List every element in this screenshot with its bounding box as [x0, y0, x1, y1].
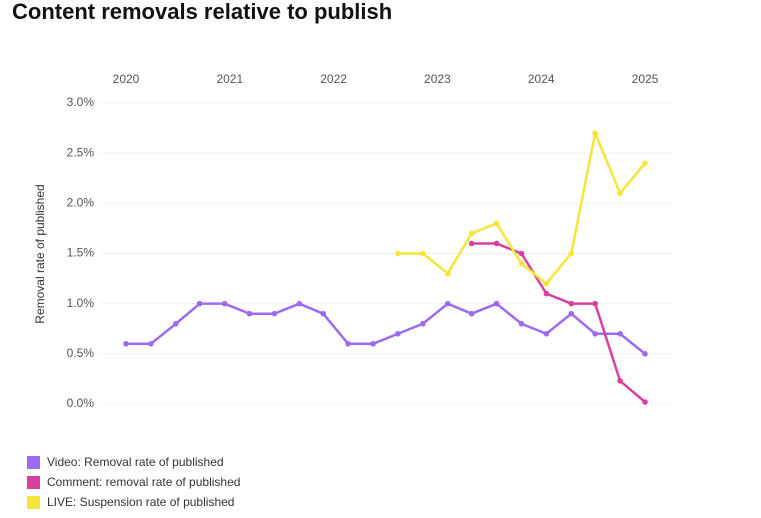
data-point — [617, 330, 623, 337]
data-point — [246, 310, 253, 317]
data-point — [420, 250, 426, 257]
data-point — [395, 330, 401, 337]
data-point — [518, 250, 525, 257]
data-point — [296, 300, 303, 307]
data-point — [518, 260, 525, 267]
data-point — [320, 310, 327, 317]
y-tick-label: 3.0% — [67, 95, 95, 109]
series-line — [126, 302, 646, 355]
data-point — [543, 280, 550, 287]
data-point — [493, 240, 500, 247]
x-tick-label: 2021 — [216, 72, 243, 86]
legend-swatch — [27, 496, 40, 509]
data-point — [370, 341, 376, 347]
x-tick-label: 2020 — [113, 72, 140, 86]
data-point — [468, 240, 475, 247]
data-point — [543, 330, 550, 337]
y-tick-label: 1.0% — [67, 296, 95, 310]
data-point — [196, 300, 203, 307]
data-point — [617, 378, 623, 384]
data-point — [568, 310, 575, 317]
data-point — [518, 320, 525, 327]
chart-title: Content removals relative to publish — [12, 0, 392, 24]
data-point — [420, 320, 426, 327]
data-point — [444, 270, 451, 277]
x-tick-label: 2024 — [528, 72, 555, 86]
data-point — [568, 250, 575, 257]
data-point — [395, 250, 401, 257]
data-point — [642, 351, 648, 357]
y-tick-label: 2.5% — [67, 145, 95, 159]
y-tick-label: 1.5% — [67, 246, 95, 260]
data-point — [444, 300, 451, 307]
data-point — [271, 310, 278, 317]
data-point — [468, 310, 475, 317]
legend-label: Comment: removal rate of published — [47, 475, 240, 489]
legend-label: LIVE: Suspension rate of published — [47, 495, 234, 509]
data-point — [123, 341, 129, 347]
legend-swatch — [27, 456, 40, 469]
x-tick-label: 2025 — [632, 72, 659, 86]
data-point — [468, 230, 475, 237]
data-point — [592, 330, 598, 337]
data-point — [493, 300, 500, 307]
data-point — [543, 290, 550, 297]
x-tick-label: 2023 — [424, 72, 451, 86]
data-point — [568, 300, 575, 307]
data-point — [173, 320, 179, 327]
data-point — [592, 130, 598, 136]
data-point — [617, 190, 623, 197]
legend-label: Video: Removal rate of published — [47, 455, 224, 469]
x-tick-label: 2022 — [320, 72, 347, 86]
data-point — [148, 341, 154, 347]
data-point — [592, 300, 598, 307]
y-tick-label: 2.0% — [67, 196, 95, 210]
data-point — [642, 160, 648, 166]
data-point — [642, 399, 648, 405]
legend-swatch — [27, 476, 40, 489]
data-point — [493, 220, 500, 227]
series-line — [471, 242, 646, 403]
y-tick-label: 0.5% — [67, 346, 95, 360]
y-axis-label: Removal rate of published — [33, 184, 47, 323]
data-point — [221, 300, 228, 307]
data-point — [345, 341, 351, 347]
y-tick-label: 0.0% — [67, 396, 95, 410]
